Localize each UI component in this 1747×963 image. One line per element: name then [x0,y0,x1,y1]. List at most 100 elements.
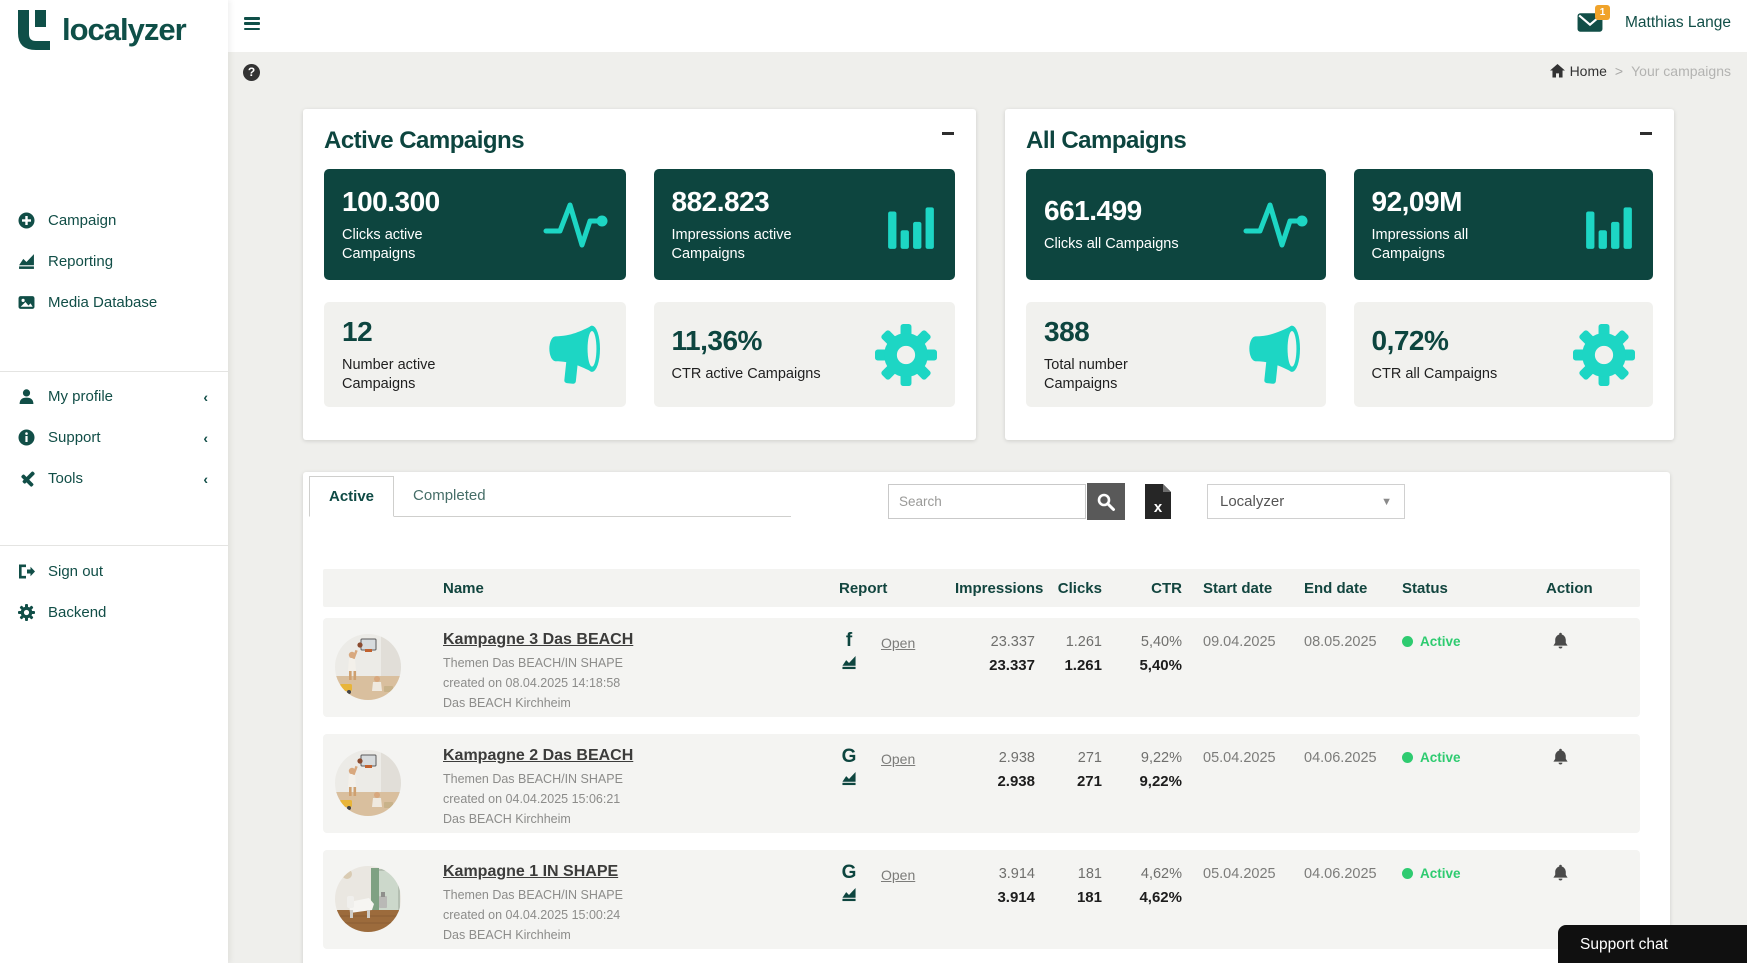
ctr-cell: 5,40% 5,40% [1139,634,1182,674]
sidebar-item-reporting[interactable]: Reporting [0,241,228,282]
campaign-thumbnail[interactable] [335,750,401,816]
campaign-created: created on 04.04.2025 15:00:24 [443,908,621,922]
campaign-theme: Themen Das BEACH/IN SHAPE [443,888,623,902]
status-badge: Active [1392,618,1512,649]
open-report-link[interactable]: Open [881,635,916,651]
sidebar-item-my-profile[interactable]: My profile ‹ [0,376,228,417]
google-icon: G [841,746,857,767]
stat-label: Number active Campaigns [342,357,436,392]
bar-chart-icon [888,206,934,249]
sidebar-item-campaign[interactable]: Campaign [0,200,228,241]
col-clicks: Clicks [1057,579,1102,597]
start-date: 09.04.2025 [1203,634,1276,650]
col-action: Action [1546,579,1593,597]
ctr-cell: 9,22% 9,22% [1139,750,1182,790]
pulse-icon [543,202,607,247]
campaign-created: created on 08.04.2025 14:18:58 [443,676,621,690]
stat-value: 100.300 [342,186,440,218]
stat-card-clicks-all: 661.499 Clicks all Campaigns [1026,169,1326,280]
stat-label: Impressions all Campaigns [1371,227,1469,262]
help-button[interactable]: ? [243,64,260,81]
stat-value: 661.499 [1044,195,1142,227]
stat-card-total-campaigns: 388 Total number Campaigns [1026,302,1326,407]
panel-title: All Campaigns [1026,127,1187,154]
bell-icon[interactable] [1552,748,1569,766]
campaign-thumbnail[interactable] [335,866,401,932]
sidebar-item-tools[interactable]: Tools ‹ [0,458,228,499]
sidebar-item-media-database[interactable]: Media Database [0,282,228,323]
bell-icon[interactable] [1552,864,1569,882]
sign-out-icon [19,564,35,579]
area-chart-icon [19,254,34,269]
sidebar: localyzer Campaign Reporting [0,0,228,963]
filter-selected-value: Localyzer [1220,493,1285,510]
app-logo[interactable]: localyzer [14,8,187,52]
status-dot-icon [1402,636,1413,647]
image-icon [18,296,35,309]
chevron-left-icon: ‹ [203,470,208,487]
campaign-name-link[interactable]: Kampagne 3 Das BEACH [443,631,634,648]
search-input[interactable] [888,484,1086,519]
report-chart-icon [842,887,856,902]
stat-card-ctr-active: 11,36% CTR active Campaigns [653,302,955,407]
campaign-name-link[interactable]: Kampagne 2 Das BEACH [443,747,634,764]
pulse-icon [1243,202,1307,247]
stat-label: Clicks all Campaigns [1044,236,1179,253]
table-header: Name Report Impressions Clicks CTR Start… [323,569,1640,607]
stat-label: CTR active Campaigns [671,366,821,383]
breadcrumb: Home > Your campaigns [1549,63,1731,79]
tab-completed[interactable]: Completed [413,487,486,504]
tab-strip: Active Completed [309,476,791,517]
search-button[interactable] [1087,483,1125,520]
campaign-thumbnail[interactable] [335,634,401,700]
home-icon [1549,64,1565,78]
messages-button[interactable]: 1 [1577,5,1610,34]
user-icon [19,389,34,404]
sidebar-divider [0,371,228,372]
panel-title: Active Campaigns [324,127,525,154]
stat-label: Impressions active Campaigns [671,227,792,262]
campaign-theme: Themen Das BEACH/IN SHAPE [443,772,623,786]
user-menu[interactable]: Matthias Lange [1625,14,1731,31]
tab-active[interactable]: Active [309,476,395,517]
col-report: Report [839,579,888,597]
support-chat-button[interactable]: Support chat [1558,925,1747,963]
col-start-date: Start date [1203,579,1273,597]
sidebar-item-label: My profile [48,388,114,405]
sidebar-item-label: Reporting [48,253,114,270]
open-report-link[interactable]: Open [881,867,916,883]
col-ctr: CTR [1151,579,1182,597]
stat-value: 388 [1044,316,1090,348]
collapse-panel-icon[interactable] [1638,125,1654,141]
col-impressions: Impressions [955,579,1044,597]
report-chart-icon [842,655,856,670]
stat-label: Clicks active Campaigns [342,227,423,262]
sidebar-item-label: Media Database [48,294,158,311]
stat-label: CTR all Campaigns [1371,366,1498,383]
col-status: Status [1402,579,1448,597]
svg-text:x: x [1154,499,1163,516]
stat-value: 12 [342,316,373,348]
table-row: Kampagne 3 Das BEACH Themen Das BEACH/IN… [323,618,1640,717]
sidebar-item-backend[interactable]: Backend [0,592,228,633]
collapse-panel-icon[interactable] [940,125,956,141]
campaign-name-link[interactable]: Kampagne 1 IN SHAPE [443,863,619,880]
impressions-cell: 2.938 2.938 [997,750,1035,790]
clicks-cell: 1.261 1.261 [1064,634,1102,674]
sidebar-item-support[interactable]: Support ‹ [0,417,228,458]
sidebar-item-label: Campaign [48,212,117,229]
sidebar-item-sign-out[interactable]: Sign out [0,551,228,592]
megaphone-icon [1248,325,1300,384]
report-chart-icon [842,771,856,786]
gear-icon [875,323,937,386]
end-date: 04.06.2025 [1304,750,1377,766]
excel-export-icon[interactable]: x [1143,483,1173,520]
hamburger-menu-icon[interactable] [244,17,260,31]
breadcrumb-home-link[interactable]: Home [1549,63,1607,79]
account-filter-dropdown[interactable]: Localyzer ▼ [1207,484,1405,519]
top-bar: 1 Matthias Lange [228,0,1747,52]
stat-value: 11,36% [671,325,763,357]
bell-icon[interactable] [1552,632,1569,650]
stat-card-ctr-all: 0,72% CTR all Campaigns [1353,302,1653,407]
open-report-link[interactable]: Open [881,751,916,767]
